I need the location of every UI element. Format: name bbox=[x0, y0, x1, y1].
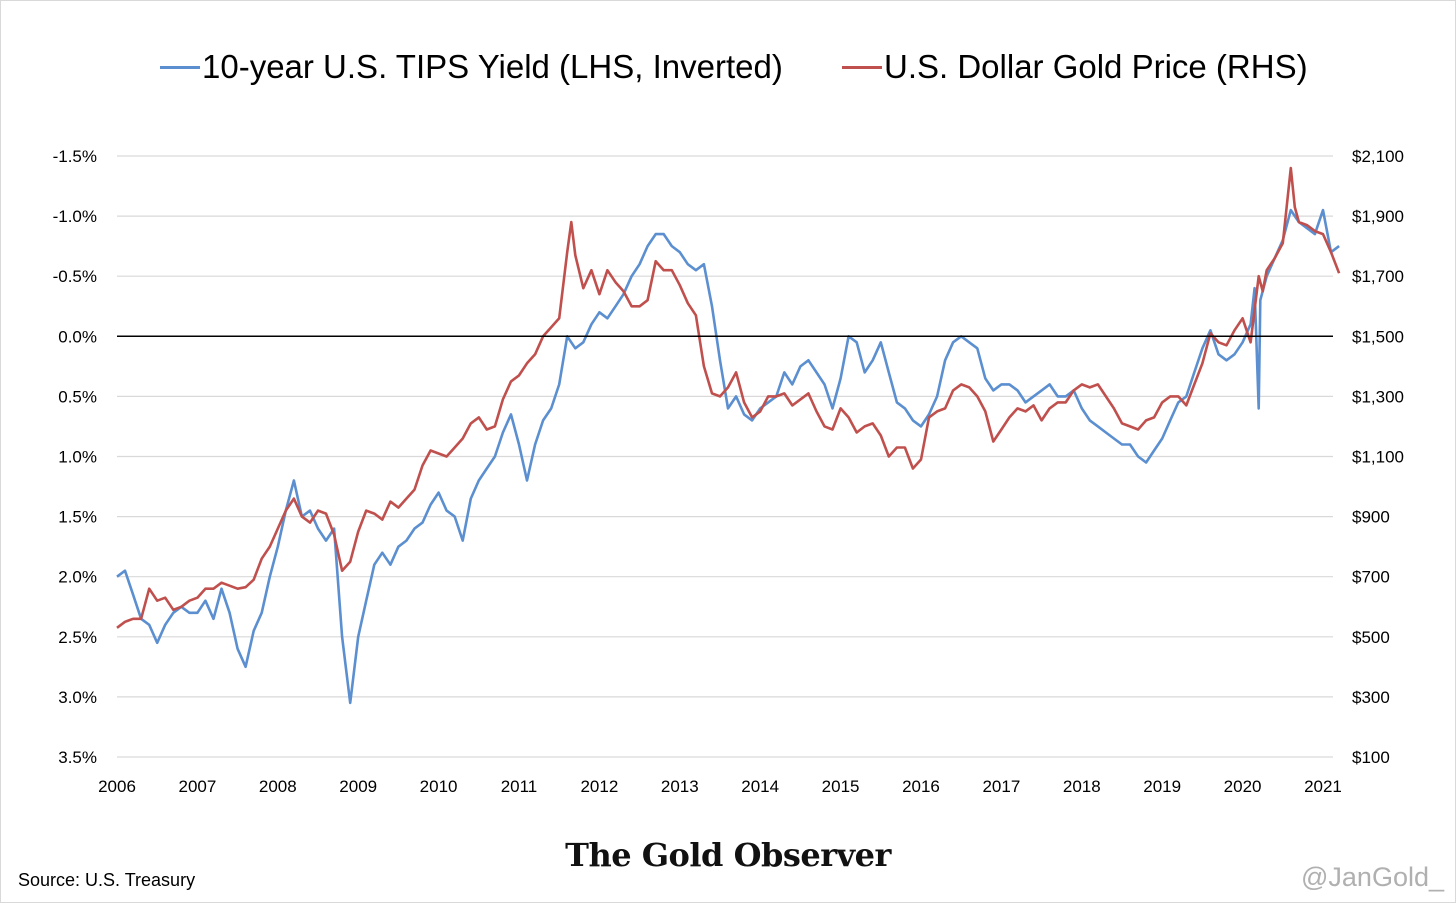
right-tick-label: $300 bbox=[1352, 688, 1390, 707]
legend-label-gold-price: U.S. Dollar Gold Price (RHS) bbox=[884, 48, 1308, 85]
left-tick-label: 0.0% bbox=[58, 327, 97, 346]
left-tick-label: 3.0% bbox=[58, 688, 97, 707]
right-tick-label: $1,900 bbox=[1352, 207, 1404, 226]
x-tick-label: 2019 bbox=[1143, 777, 1181, 796]
x-tick-label: 2006 bbox=[98, 777, 136, 796]
x-tick-label: 2012 bbox=[580, 777, 618, 796]
right-tick-label: $1,300 bbox=[1352, 387, 1404, 406]
left-tick-label: -0.5% bbox=[53, 267, 97, 286]
left-tick-label: -1.0% bbox=[53, 207, 97, 226]
x-axis-tick-labels: 2006 2007 2008 2009 2010 2011 2012 2013 2014 2015… bbox=[98, 777, 1342, 796]
x-tick-label: 2020 bbox=[1224, 777, 1262, 796]
x-tick-label: 2011 bbox=[501, 777, 538, 796]
x-tick-label: 2015 bbox=[822, 777, 860, 796]
brand-title: The Gold Observer bbox=[565, 836, 891, 874]
x-tick-label: 2013 bbox=[661, 777, 699, 796]
legend-label-tips-yield: 10-year U.S. TIPS Yield (LHS, Inverted) bbox=[202, 48, 783, 85]
left-tick-label: 2.0% bbox=[58, 568, 97, 587]
right-tick-label: $100 bbox=[1352, 748, 1390, 767]
x-tick-label: 2008 bbox=[259, 777, 297, 796]
left-tick-label: 1.0% bbox=[58, 448, 97, 467]
right-tick-label: $500 bbox=[1352, 628, 1390, 647]
x-tick-label: 2016 bbox=[902, 777, 940, 796]
legend-item-tips-yield: 10-year U.S. TIPS Yield (LHS, Inverted) bbox=[160, 48, 783, 86]
source-note: Source: U.S. Treasury bbox=[18, 870, 196, 890]
right-tick-label: $1,700 bbox=[1352, 267, 1404, 286]
x-tick-label: 2010 bbox=[420, 777, 458, 796]
author-handle: @JanGold_ bbox=[1301, 862, 1444, 892]
x-tick-label: 2017 bbox=[982, 777, 1020, 796]
right-tick-label: $700 bbox=[1352, 568, 1390, 587]
legend-item-gold-price: U.S. Dollar Gold Price (RHS) bbox=[842, 48, 1308, 86]
x-tick-label: 2018 bbox=[1063, 777, 1101, 796]
left-tick-label: 2.5% bbox=[58, 628, 97, 647]
gold-price-line bbox=[116, 166, 1341, 629]
right-tick-label: $900 bbox=[1352, 508, 1390, 527]
series-lines bbox=[116, 166, 1341, 705]
legend-swatch-tips-yield bbox=[160, 65, 200, 69]
legend-swatch-gold-price bbox=[842, 65, 882, 69]
x-tick-label: 2007 bbox=[178, 777, 216, 796]
right-tick-label: $1,500 bbox=[1352, 327, 1404, 346]
right-axis-tick-labels: $2,100 $1,900 $1,700 $1,500 $1,300 $1,100 $900… bbox=[1352, 147, 1404, 767]
legend: 10-year U.S. TIPS Yield (LHS, Inverted) … bbox=[0, 48, 1456, 98]
left-tick-label: 1.5% bbox=[58, 508, 97, 527]
left-axis-tick-labels: -1.5% -1.0% -0.5% 0.0% 0.5% 1.0% 1.5% 2.0% 2.5% 3… bbox=[53, 147, 97, 767]
x-tick-label: 2021 bbox=[1304, 777, 1342, 796]
right-tick-label: $1,100 bbox=[1352, 448, 1404, 467]
left-tick-label: 3.5% bbox=[58, 748, 97, 767]
x-tick-label: 2009 bbox=[339, 777, 377, 796]
x-tick-label: 2014 bbox=[741, 777, 779, 796]
left-tick-label: -1.5% bbox=[53, 147, 97, 166]
left-tick-label: 0.5% bbox=[58, 387, 97, 406]
right-tick-label: $2,100 bbox=[1352, 147, 1404, 166]
